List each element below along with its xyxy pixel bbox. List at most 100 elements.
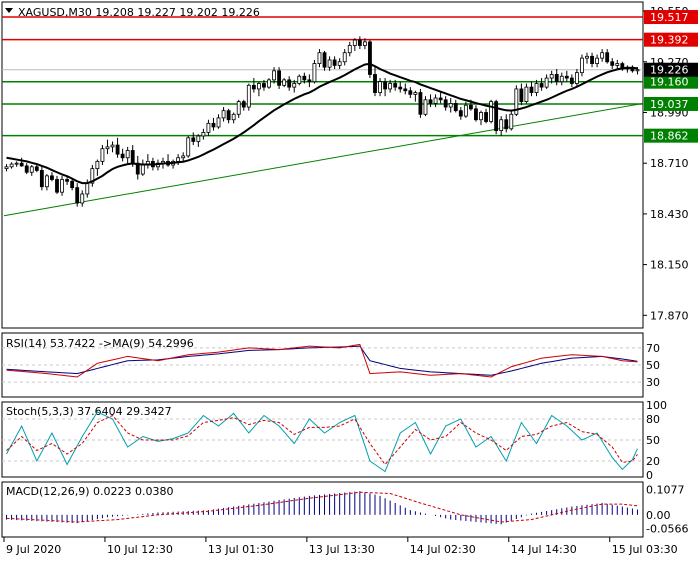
moving-average-path <box>6 62 638 185</box>
candle <box>605 49 610 64</box>
indicator-tick-label: 20 <box>646 455 660 468</box>
symbol-header: XAGUSD,M30 19.208 19.227 19.202 19.226 <box>18 6 260 19</box>
candle-body <box>226 110 231 121</box>
candle-body <box>352 39 357 46</box>
candle-body <box>236 101 241 115</box>
candle-body <box>196 135 201 142</box>
candle-body <box>272 70 276 81</box>
candle <box>246 83 251 111</box>
candle <box>65 175 70 185</box>
candle-body <box>529 86 534 93</box>
candle-body <box>221 110 226 119</box>
candle-body <box>595 57 600 64</box>
indicator-tick-label: 50 <box>646 359 660 372</box>
candle-body <box>569 77 574 84</box>
time-axis: 9 Jul 2020 10 Jul 12:30 13 Jul 01:30 13 Jul… <box>3 537 678 556</box>
candle-body <box>514 88 519 115</box>
candle-body <box>342 52 347 63</box>
candle-body <box>115 144 120 155</box>
candle <box>216 114 221 129</box>
candle <box>80 190 85 207</box>
candle <box>378 78 382 97</box>
candle <box>39 166 44 191</box>
candle <box>423 96 428 117</box>
candle <box>251 78 256 93</box>
candle <box>600 49 605 62</box>
candle <box>438 92 443 104</box>
candle-body <box>65 179 70 182</box>
candle-body <box>489 101 494 122</box>
candle-body <box>413 92 418 95</box>
price-panel[interactable] <box>1 1 644 329</box>
candle <box>524 83 529 104</box>
candle-body <box>479 112 483 121</box>
sort-down-icon[interactable] <box>5 8 13 13</box>
candle <box>60 175 64 196</box>
time-tick-label: 10 Jul 12:30 <box>107 543 173 556</box>
candle-body <box>468 104 473 110</box>
price-tick-label: 17.870 <box>650 309 689 322</box>
candle <box>24 163 29 175</box>
trend-line[interactable] <box>3 102 644 217</box>
candle-body <box>100 148 105 162</box>
candle-body <box>75 187 80 204</box>
candle <box>448 97 453 113</box>
candle <box>29 165 34 176</box>
candle-body <box>231 113 236 121</box>
candle-body <box>120 153 125 159</box>
candle-body <box>302 75 307 81</box>
candle <box>463 101 468 118</box>
candle <box>514 85 519 117</box>
trend-line-path[interactable] <box>3 102 644 217</box>
candle-body <box>267 79 271 88</box>
candle-body <box>499 119 504 131</box>
level-price-label: 19.037 <box>650 98 689 111</box>
candle-body <box>519 88 524 103</box>
time-tick-label: 9 Jul 2020 <box>6 543 61 556</box>
candle-body <box>251 84 256 90</box>
candle-body <box>393 83 398 88</box>
candle-body <box>590 55 594 64</box>
candle <box>105 139 110 155</box>
candle-body <box>287 79 292 88</box>
candle-body <box>605 52 610 63</box>
candle <box>241 99 246 111</box>
candle <box>635 67 640 75</box>
indicator-tick-label: 100 <box>646 399 667 412</box>
candle <box>317 49 322 68</box>
candle-body <box>373 74 377 93</box>
candle-body <box>433 97 438 104</box>
candle <box>408 87 413 98</box>
stoch-label: Stoch(5,3,3) 37.6404 29.3427 <box>6 405 172 418</box>
macd-panel[interactable] <box>1 481 644 538</box>
candle-body <box>398 86 403 90</box>
candle <box>9 162 14 169</box>
level-price-label: 18.862 <box>650 130 689 143</box>
candle <box>201 128 206 140</box>
candle <box>559 72 564 86</box>
candle-body <box>110 144 115 148</box>
candle-body <box>600 52 605 59</box>
candle-body <box>559 75 564 83</box>
candle <box>615 59 620 70</box>
candle <box>231 112 236 124</box>
candle-body <box>580 57 584 74</box>
candle-body <box>453 103 458 112</box>
candle-body <box>534 83 539 93</box>
candle-body <box>484 112 488 122</box>
candle-body <box>418 92 423 115</box>
level-price-tag <box>644 10 698 25</box>
candle-body <box>246 84 251 108</box>
level-price-tag <box>644 96 698 111</box>
candle-body <box>448 103 453 108</box>
candle-body <box>494 101 499 131</box>
candle <box>322 50 327 71</box>
level-price-label: 19.160 <box>650 76 689 89</box>
candle <box>307 74 312 88</box>
candlesticks <box>4 36 640 207</box>
candle <box>569 74 574 88</box>
candle-body <box>438 97 443 101</box>
candle <box>494 99 499 135</box>
candle <box>398 81 403 93</box>
candle-body <box>34 166 39 171</box>
